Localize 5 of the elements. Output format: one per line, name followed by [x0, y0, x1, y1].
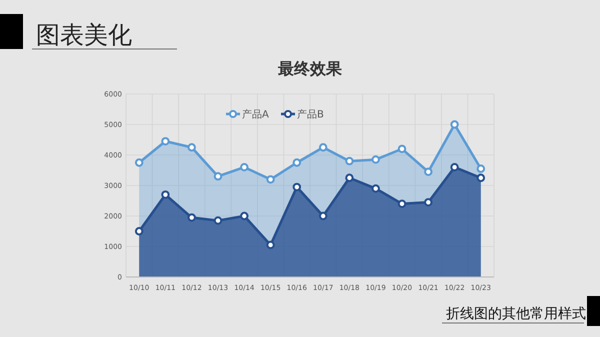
chart-title: 最终效果: [277, 59, 343, 78]
text: 图表美化: [36, 21, 132, 49]
legend-label: 产品B: [297, 108, 324, 120]
text: 折线图的其他常用样式: [446, 306, 586, 322]
legend-label: 产品A: [242, 108, 269, 120]
